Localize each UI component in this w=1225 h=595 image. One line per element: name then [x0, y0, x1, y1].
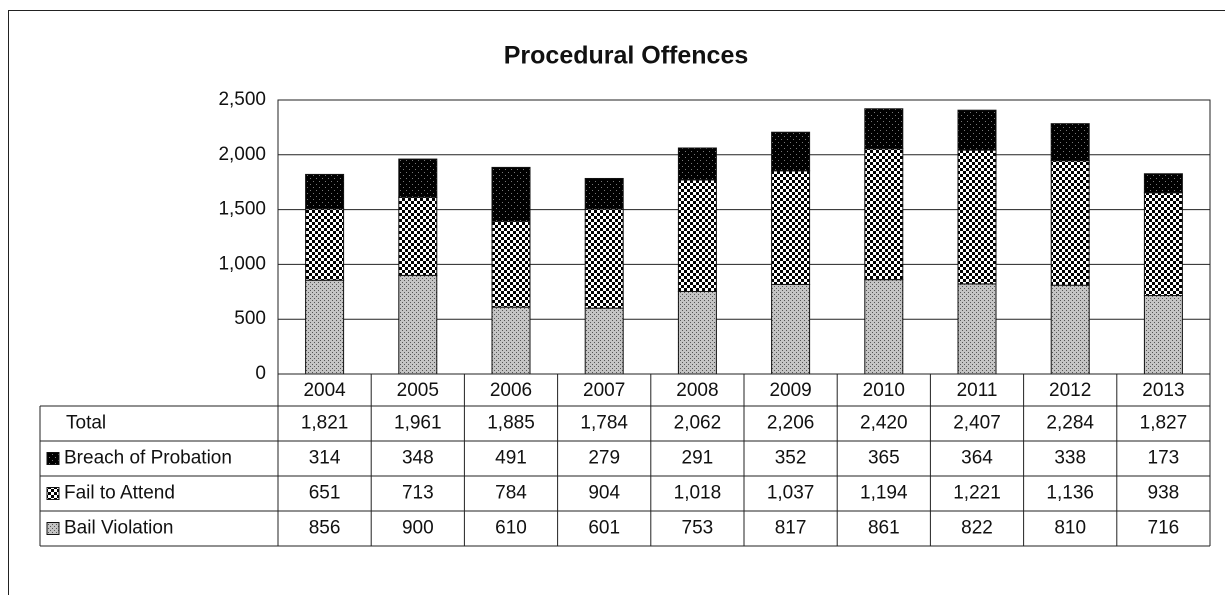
- x-tick-label: 2004: [303, 380, 346, 401]
- bar-segment: [677, 290, 717, 375]
- x-tick-label: 2012: [1049, 380, 1091, 401]
- table-value: 2,284: [1046, 413, 1094, 434]
- bar-segment: [864, 108, 904, 150]
- table-value: 861: [868, 518, 900, 539]
- table-value: 279: [588, 448, 620, 469]
- legend-label: Total: [66, 413, 106, 434]
- table-value: 2,062: [674, 413, 722, 434]
- table-value: 938: [1148, 483, 1180, 504]
- table-value: 900: [402, 518, 434, 539]
- x-tick-label: 2011: [957, 380, 998, 401]
- x-tick-label: 2008: [676, 380, 718, 401]
- table-value: 364: [961, 448, 993, 469]
- table-value: 2,206: [767, 413, 815, 434]
- table-value: 338: [1054, 448, 1086, 469]
- table-value: 822: [961, 518, 993, 539]
- table-value: 173: [1148, 448, 1180, 469]
- bar-segment: [1143, 295, 1183, 375]
- table-value: 1,037: [767, 483, 815, 504]
- legend-label: Breach of Probation: [64, 448, 232, 469]
- table-value: 1,821: [301, 413, 349, 434]
- bar-segment: [957, 149, 997, 285]
- y-tick-label: 1,000: [218, 253, 266, 274]
- bar-segment: [677, 147, 717, 181]
- table-value: 716: [1148, 518, 1180, 539]
- y-tick-label: 2,000: [218, 144, 266, 165]
- bar-segment: [864, 148, 904, 281]
- bar-segment: [305, 173, 345, 210]
- y-tick-label: 0: [255, 363, 266, 384]
- x-tick-label: 2007: [583, 380, 625, 401]
- bar-segment: [398, 274, 438, 375]
- table-value: 1,961: [394, 413, 442, 434]
- bar-segment: [584, 208, 624, 309]
- bar-segment: [491, 220, 531, 308]
- bar-segment: [1143, 192, 1183, 297]
- table-value: 352: [775, 448, 807, 469]
- x-tick-label: 2013: [1142, 380, 1184, 401]
- bar-segment: [864, 279, 904, 375]
- bar-segment: [584, 177, 624, 210]
- bar-segment: [398, 158, 438, 198]
- bar-segment: [771, 131, 811, 172]
- table-value: 1,018: [674, 483, 722, 504]
- table-value: 491: [495, 448, 527, 469]
- bar-segment: [957, 109, 997, 151]
- bar-segment: [677, 179, 717, 292]
- table-value: 784: [495, 483, 527, 504]
- table-value: 601: [588, 518, 620, 539]
- bar-segment: [1050, 123, 1090, 162]
- x-tick-label: 2009: [769, 380, 811, 401]
- table-value: 1,136: [1046, 483, 1094, 504]
- table-value: 1,784: [580, 413, 628, 434]
- table-value: 1,221: [953, 483, 1001, 504]
- bar-segment: [1050, 284, 1090, 375]
- table-value: 651: [309, 483, 341, 504]
- y-tick-label: 1,500: [218, 199, 266, 220]
- frame: [8, 10, 1225, 595]
- table-value: 713: [402, 483, 434, 504]
- table-value: 348: [402, 448, 434, 469]
- table-value: 610: [495, 518, 527, 539]
- bar-segment: [305, 208, 345, 281]
- table-value: 365: [868, 448, 900, 469]
- legend-label: Fail to Attend: [64, 483, 175, 504]
- table-value: 810: [1054, 518, 1086, 539]
- bar-segment: [584, 307, 624, 375]
- legend-key: [46, 487, 60, 500]
- legend-key: [46, 452, 60, 465]
- table-value: 817: [775, 518, 807, 539]
- y-tick-label: 500: [234, 308, 266, 329]
- legend-label: Bail Violation: [64, 518, 174, 539]
- bar-segment: [1050, 160, 1090, 286]
- bar-segment: [957, 283, 997, 375]
- x-tick-label: 2010: [863, 380, 905, 401]
- table-value: 1,194: [860, 483, 908, 504]
- table-value: 1,885: [487, 413, 535, 434]
- legend-key: [46, 522, 60, 535]
- y-tick-label: 2,500: [218, 89, 266, 110]
- table-value: 753: [682, 518, 714, 539]
- bar-segment: [491, 166, 531, 222]
- table-value: 856: [309, 518, 341, 539]
- bar-segment: [771, 170, 811, 285]
- bar-segment: [771, 283, 811, 375]
- table-value: 2,407: [953, 413, 1001, 434]
- x-tick-label: 2005: [397, 380, 439, 401]
- table-value: 314: [309, 448, 341, 469]
- bar-segment: [491, 306, 531, 375]
- table-value: 1,827: [1140, 413, 1188, 434]
- table-value: 291: [682, 448, 714, 469]
- x-tick-label: 2006: [490, 380, 532, 401]
- chart-title: Procedural Offences: [504, 42, 749, 70]
- bar-segment: [398, 196, 438, 276]
- table-value: 2,420: [860, 413, 908, 434]
- table-value: 904: [588, 483, 620, 504]
- bar-segment: [305, 279, 345, 375]
- bar-segment: [1143, 173, 1183, 194]
